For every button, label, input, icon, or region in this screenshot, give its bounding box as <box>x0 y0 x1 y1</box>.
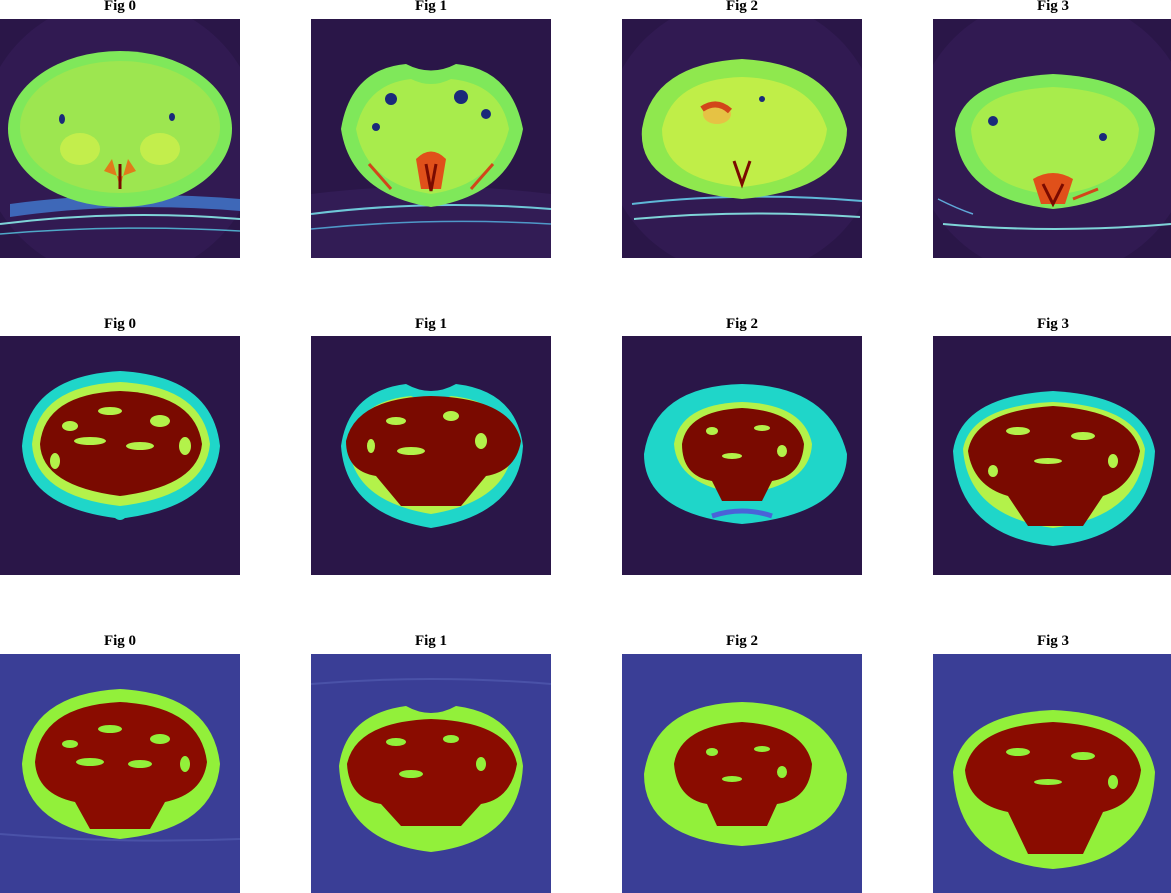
panel-title: Fig 2 <box>725 316 759 332</box>
row-prediction: Fig 1 <box>311 633 551 893</box>
mask-image <box>0 336 240 575</box>
row-prediction: Fig 0 <box>0 633 240 893</box>
ct-image <box>933 19 1171 258</box>
panel-title: Fig 1 <box>414 0 448 14</box>
panel-title: Fig 3 <box>1036 0 1070 14</box>
row-segmentation-mask: Fig 1 <box>311 316 551 575</box>
row-ct-input: Fig 1 <box>311 0 551 258</box>
ct-image <box>0 19 240 258</box>
panel-title: Fig 1 <box>414 316 448 332</box>
row-ct-input: Fig 3 <box>933 0 1171 258</box>
panel-title: Fig 3 <box>1036 316 1070 332</box>
mask-image <box>311 336 551 575</box>
row-ct-input: Fig 0 <box>0 0 240 258</box>
row-prediction: Fig 3 <box>933 633 1171 893</box>
panel-title: Fig 0 <box>103 316 137 332</box>
prediction-image <box>622 654 862 893</box>
row-ct-input: Fig 2 <box>622 0 862 258</box>
ct-image <box>622 19 862 258</box>
panel-title: Fig 0 <box>103 0 137 14</box>
panel-title: Fig 2 <box>725 633 759 649</box>
row-segmentation-mask: Fig 2 <box>622 316 862 575</box>
row-prediction: Fig 2 <box>622 633 862 893</box>
panel-title: Fig 0 <box>103 633 137 649</box>
prediction-image <box>311 654 551 893</box>
panel-title: Fig 2 <box>725 0 759 14</box>
row-segmentation-mask: Fig 0 <box>0 316 240 575</box>
prediction-image <box>933 654 1171 893</box>
mask-image <box>933 336 1171 575</box>
prediction-image <box>0 654 240 893</box>
mask-image <box>622 336 862 575</box>
panel-title: Fig 1 <box>414 633 448 649</box>
panel-title: Fig 3 <box>1036 633 1070 649</box>
ct-image <box>311 19 551 258</box>
row-segmentation-mask: Fig 3 <box>933 316 1171 575</box>
